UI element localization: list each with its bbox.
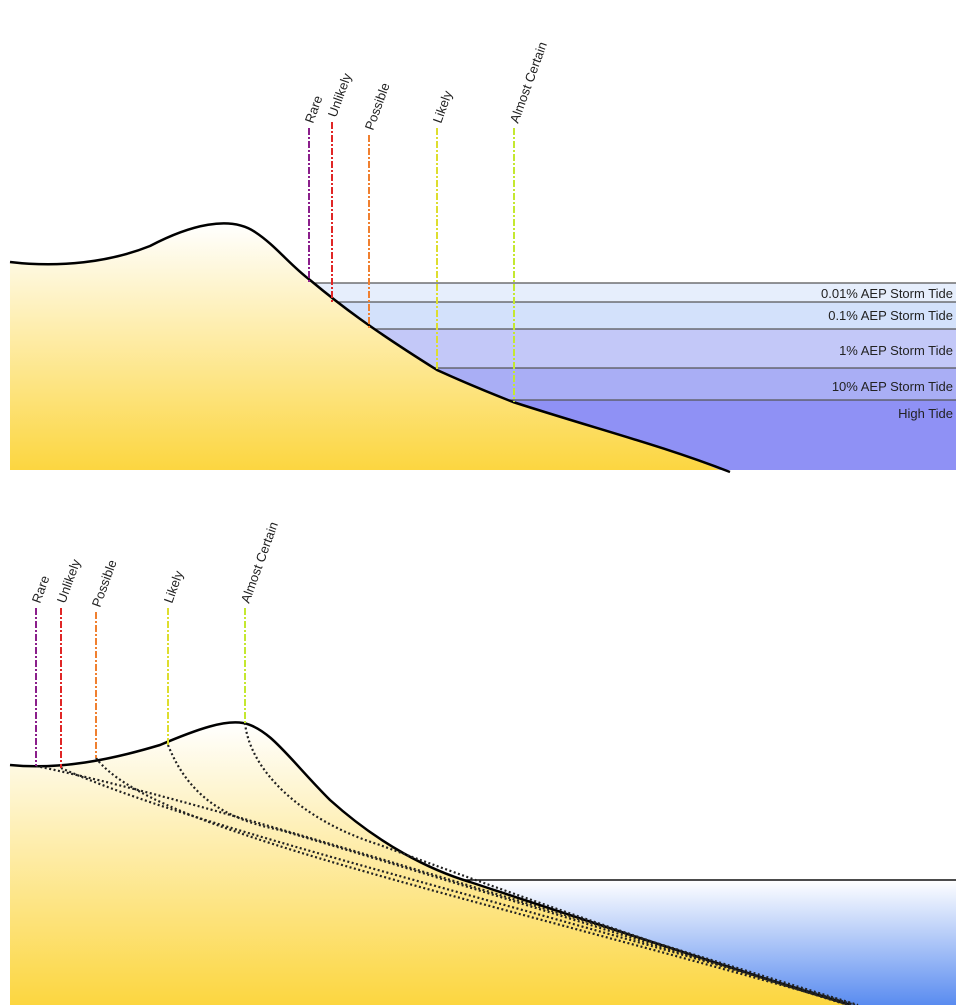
likelihood-label: Unlikely xyxy=(54,557,84,605)
water-level-label: 0.01% AEP Storm Tide xyxy=(821,286,953,301)
diagram: RareUnlikelyPossibleLikelyAlmost Certain… xyxy=(0,0,956,1005)
water-level-label: 10% AEP Storm Tide xyxy=(832,379,953,394)
water-level-label: 1% AEP Storm Tide xyxy=(839,343,953,358)
likelihood-label: Rare xyxy=(29,573,53,605)
likelihood-label: Rare xyxy=(302,93,326,125)
likelihood-label: Almost Certain xyxy=(507,40,550,125)
likelihood-label: Unlikely xyxy=(325,71,355,119)
likelihood-label: Possible xyxy=(362,81,393,132)
water-level-label: 0.1% AEP Storm Tide xyxy=(828,308,953,323)
likelihood-label: Likely xyxy=(161,568,187,605)
likelihood-label: Almost Certain xyxy=(238,520,281,605)
water-level-label: High Tide xyxy=(898,406,953,421)
likelihood-label: Possible xyxy=(89,558,120,609)
likelihood-label: Likely xyxy=(430,88,456,125)
